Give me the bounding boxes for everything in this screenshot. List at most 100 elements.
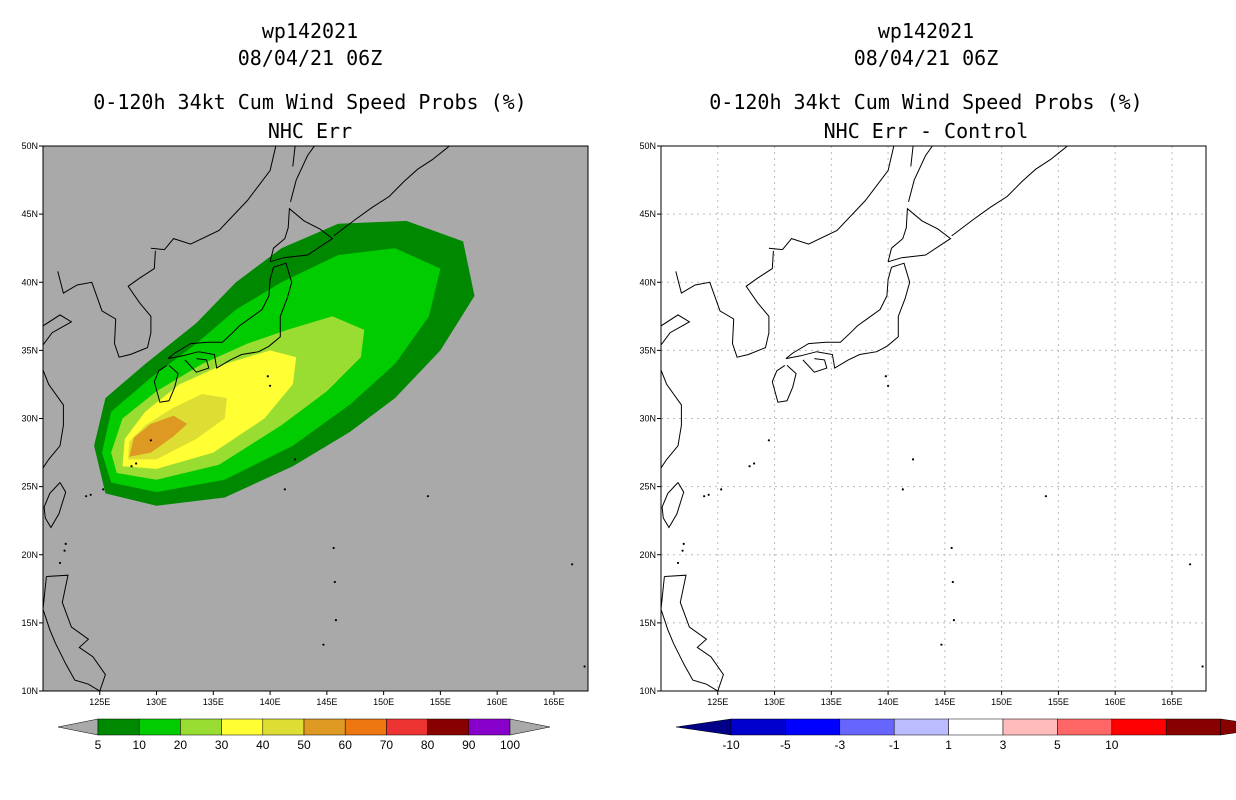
colorbar-swatch [1111,718,1167,736]
island [135,462,138,465]
lat-tick-label: 10N [639,686,656,696]
coastline [771,364,797,403]
colorbar-swatch [893,718,949,736]
colorbar-label: 3 [1000,738,1007,752]
island [293,458,297,461]
lon-tick-label: 135E [821,697,842,707]
lon-tick-label: 140E [878,697,899,707]
coastline [675,250,774,358]
colorbar-label: 10 [1105,738,1119,752]
island [102,488,105,491]
colorbar-swatch [785,718,841,736]
coastline [269,207,334,263]
lon-tick-label: 125E [707,697,728,707]
lat-tick-label: 25N [21,482,38,492]
island [334,619,338,622]
island [333,580,336,584]
probability-contour-50 [129,415,188,457]
lat-tick-label: 40N [639,277,656,287]
island [767,439,770,442]
island [130,465,133,468]
colorbar-label: 5 [95,738,102,752]
coastline [43,314,73,469]
island [266,375,269,378]
colorbar-swatch [730,718,786,736]
left-title-product: 0-120h 34kt Cum Wind Speed Probs (%) [93,90,527,114]
lon-tick-label: 145E [316,697,337,707]
island [748,465,751,468]
colorbar-swatch [97,718,140,736]
coastline [167,262,293,369]
lon-tick-label: 125E [89,697,110,707]
lon-tick-label: 165E [1161,697,1182,707]
colorbar-extend-high [509,718,551,736]
island [886,384,890,387]
lat-tick-label: 50N [21,141,38,151]
colorbar-swatch [839,718,895,736]
lat-tick-label: 30N [21,414,38,424]
right-title-product: 0-120h 34kt Cum Wind Speed Probs (%) [709,90,1143,114]
lat-tick-label: 30N [639,414,656,424]
right-colorbar: -10 -5 -3 -1 1 3 5 10 [675,718,1236,752]
lat-tick-label: 45N [21,209,38,219]
coastline [951,146,1069,237]
colorbar-extend-high [1220,718,1236,736]
left-colorbar: 5 10 20 30 40 50 60 70 80 90 100 [57,718,551,752]
coastline [153,364,179,403]
lat-tick-label: 50N [639,141,656,151]
island [283,488,286,491]
colorbar-swatch [948,718,1004,736]
lat-tick-label: 45N [639,209,656,219]
island [940,643,943,646]
colorbar-extend-low [57,718,99,736]
island [911,458,915,461]
island [950,546,953,550]
left-title-storm-id: wp142021 [261,19,359,43]
island [332,546,335,550]
lon-tick-label: 135E [203,697,224,707]
coastline [57,250,156,358]
coastline [768,146,895,251]
island [268,384,272,387]
colorbar-swatch [468,718,511,736]
lon-tick-label: 155E [1048,697,1069,707]
island [64,542,67,545]
colorbar-label: 100 [500,738,520,752]
left-map: 125E 130E 135E 140E 145E 150E 155E 160E 165E 10N 1… [21,141,589,707]
colorbar-swatch [138,718,181,736]
island [753,462,756,465]
right-title-subtitle: NHC Err - Control [823,119,1029,143]
island [681,549,684,552]
colorbar-swatch [386,718,428,736]
left-title-datetime: 08/04/21 06Z [237,46,383,70]
lon-tick-label: 150E [991,697,1012,707]
lon-tick-label: 165E [543,697,564,707]
island [571,563,574,566]
lon-tick-label: 160E [487,697,508,707]
colorbar-label: 1 [945,738,952,752]
lon-tick-label: 130E [146,697,167,707]
island [583,665,586,668]
colorbar-swatch [262,718,305,736]
colorbar-swatch [180,718,222,736]
colorbar-label: 40 [256,738,270,752]
lat-tick-label: 20N [639,550,656,560]
colorbar-label: -10 [722,738,740,752]
lat-tick-label: 15N [639,618,656,628]
lon-tick-label: 140E [260,697,281,707]
lat-tick-label: 35N [21,345,38,355]
island [1044,495,1048,498]
colorbar-label: -3 [834,738,845,752]
coastline [661,482,685,529]
colorbar-swatch [1057,718,1113,736]
colorbar-label: 90 [462,738,476,752]
coastline [290,146,316,203]
island [952,619,956,622]
island [63,549,66,552]
colorbar-label: -5 [780,738,791,752]
colorbar-label: 30 [215,738,229,752]
colorbar-extend-low [675,718,732,736]
island [1189,563,1192,566]
island [703,495,706,498]
